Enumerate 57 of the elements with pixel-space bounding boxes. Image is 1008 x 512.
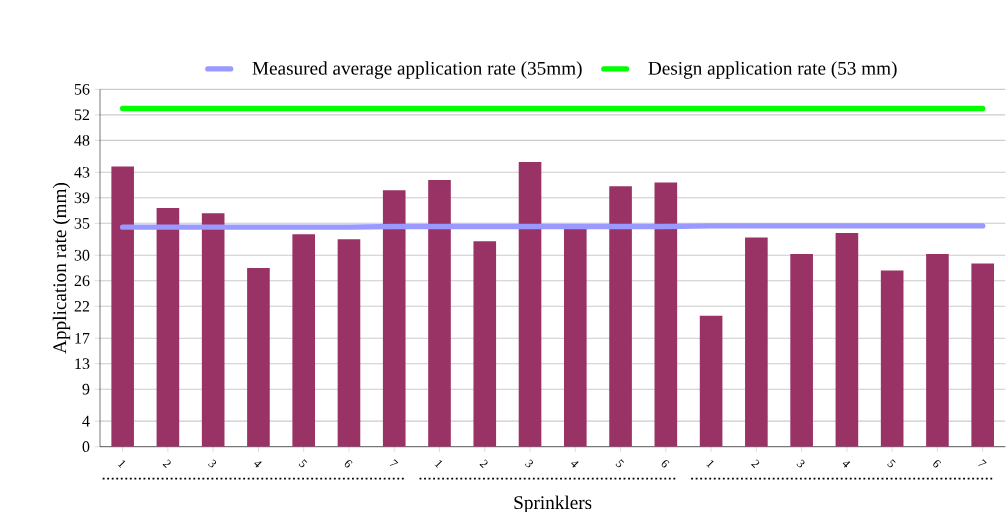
y-tick-label: 4 xyxy=(82,415,90,427)
x-tick-label: 5 xyxy=(298,459,308,468)
x-tick-label: 2 xyxy=(751,459,760,469)
bar xyxy=(156,208,180,447)
x-tick-label: 7 xyxy=(389,459,399,466)
y-tick-label: 43 xyxy=(74,166,90,178)
x-tick-label: 1 xyxy=(706,460,714,469)
bar xyxy=(654,182,678,447)
bar xyxy=(971,263,995,447)
y-tick-label: 52 xyxy=(74,109,90,121)
bar xyxy=(382,190,406,447)
y-tick-label: 56 xyxy=(74,83,90,95)
bar xyxy=(609,186,632,447)
y-tick-label: 22 xyxy=(74,300,90,312)
legend-label: Measured average application rate (35mm) xyxy=(252,61,582,79)
bar xyxy=(473,241,497,447)
bar xyxy=(111,166,134,447)
bar xyxy=(201,213,225,447)
x-tick-label: 3 xyxy=(796,459,805,468)
bar xyxy=(835,232,859,447)
x-tick-label: 6 xyxy=(661,460,670,468)
y-axis-title: Application rate (mm) xyxy=(52,182,71,354)
bar xyxy=(790,253,813,447)
y-tick-label: 35 xyxy=(74,217,90,229)
bar xyxy=(699,315,723,447)
x-tick-label: 3 xyxy=(208,459,217,468)
legend-label: Design application rate (53 mm) xyxy=(648,61,897,79)
y-tick-label: 9 xyxy=(82,383,90,395)
bar xyxy=(337,239,361,447)
bar xyxy=(428,179,451,447)
x-tick-label: 2 xyxy=(479,459,488,469)
bar xyxy=(518,162,542,447)
x-tick-label: 5 xyxy=(615,459,625,468)
y-tick-label: 0 xyxy=(82,441,90,453)
y-tick-label: 26 xyxy=(74,275,90,287)
x-tick-label: 7 xyxy=(978,459,987,466)
x-tick-label: 6 xyxy=(344,460,353,468)
y-tick-label: 17 xyxy=(75,332,90,344)
bar xyxy=(745,237,768,447)
x-tick-label: 4 xyxy=(571,461,579,468)
x-tick-label: 6 xyxy=(933,460,941,468)
x-tick-label: 5 xyxy=(887,459,896,468)
x-tick-label: 4 xyxy=(254,461,262,468)
x-tick-label: 1 xyxy=(117,460,126,469)
bar xyxy=(926,253,949,447)
y-tick-label: 13 xyxy=(75,358,90,370)
y-tick-label: 30 xyxy=(74,249,90,261)
x-tick-label: 3 xyxy=(524,459,533,468)
bar xyxy=(563,227,587,447)
x-tick-label: 1 xyxy=(434,460,443,469)
bar xyxy=(880,270,904,447)
y-tick-label: 48 xyxy=(74,134,90,146)
bar xyxy=(247,268,270,447)
bar xyxy=(292,234,316,447)
x-tick-label: 4 xyxy=(842,461,851,468)
y-tick-label: 39 xyxy=(74,192,90,204)
x-tick-label: 2 xyxy=(162,459,171,469)
